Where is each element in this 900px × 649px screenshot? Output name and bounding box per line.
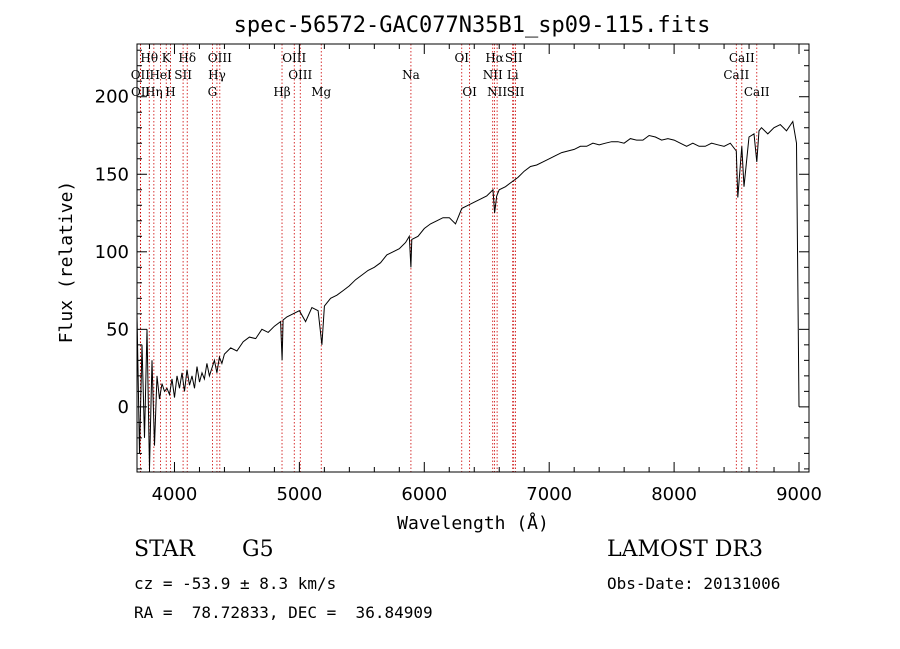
y-tick-label: 50: [106, 319, 129, 340]
line-label: Li: [507, 68, 519, 82]
spectrum-series: [137, 120, 800, 469]
chart-title: spec-56572-GAC077N35B1_sp09-115.fits: [234, 13, 711, 38]
x-tick-label: 7000: [526, 484, 572, 505]
object-subclass: G5: [242, 537, 274, 562]
line-label: OIII: [282, 51, 306, 65]
spectral-line-markers: [139, 44, 758, 472]
line-label: G: [208, 85, 218, 99]
line-label: Hδ: [178, 51, 196, 65]
line-label: K: [162, 51, 172, 65]
y-tick-label: 0: [118, 397, 129, 418]
plot-area: [136, 43, 810, 473]
line-label: Mg: [311, 85, 331, 99]
line-label: Hβ: [273, 85, 290, 99]
spectrum-line: [137, 120, 800, 469]
x-tick-label: 8000: [651, 484, 697, 505]
line-label: NII: [487, 85, 507, 99]
x-tick-label: 5000: [276, 484, 322, 505]
y-tick-label: 200: [95, 87, 129, 108]
observation-date: Obs-Date: 20131006: [607, 574, 781, 593]
x-tick-label: 6000: [401, 484, 447, 505]
y-axis-label: Flux (relative): [56, 181, 77, 344]
y-tick-label: 150: [95, 164, 129, 185]
line-label: OII: [131, 85, 151, 99]
survey-name: LAMOST DR3: [607, 537, 763, 562]
line-label: CaII: [729, 51, 755, 65]
line-label: Hα: [485, 51, 504, 65]
line-label: Hγ: [208, 68, 226, 82]
x-tick-label: 9000: [776, 484, 822, 505]
coordinates: RA = 78.72833, DEC = 36.84909: [134, 603, 433, 622]
plot-frame: [136, 43, 810, 473]
line-label: HeI: [149, 68, 172, 82]
redshift-velocity: cz = -53.9 ± 8.3 km/s: [134, 574, 337, 593]
line-label: NII: [483, 68, 503, 82]
line-label: SII: [174, 68, 192, 82]
object-class: STAR: [134, 537, 195, 562]
line-label: Hη: [145, 85, 163, 99]
line-label: OIII: [208, 51, 232, 65]
x-axis-label: Wavelength (Å): [397, 512, 549, 534]
line-label: Hθ: [140, 51, 158, 65]
line-label: OI: [454, 51, 469, 65]
axis-ticks: 4000 5000 6000 7000 8000 9000 0 50 100 150 200: [95, 44, 822, 505]
line-label: OI: [462, 85, 477, 99]
line-label: OII: [131, 68, 151, 82]
y-tick-label: 100: [95, 242, 129, 263]
line-label: H: [165, 85, 175, 99]
line-label: CaII: [723, 68, 749, 82]
x-tick-label: 4000: [152, 484, 198, 505]
line-label: OIII: [288, 68, 312, 82]
line-label: CaII: [744, 85, 770, 99]
line-label: SII: [507, 85, 525, 99]
line-label: Na: [402, 68, 420, 82]
line-label: SII: [505, 51, 523, 65]
